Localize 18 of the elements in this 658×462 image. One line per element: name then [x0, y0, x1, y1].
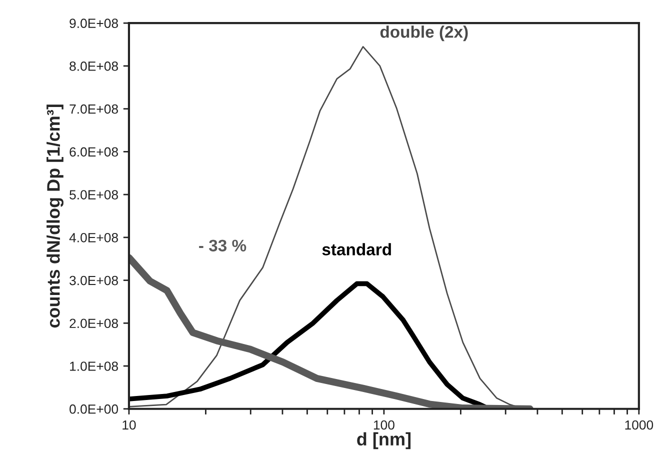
- x-tick-label: 100: [374, 420, 394, 430]
- x-tick-label: 1000: [625, 420, 654, 430]
- y-tick-label: 7.0E+08: [70, 104, 118, 114]
- x-tick-label: 10: [122, 420, 136, 430]
- y-tick-label: 9.0E+08: [70, 18, 118, 28]
- y-tick-label: 8.0E+08: [70, 62, 118, 71]
- text: - 33 %: [199, 240, 246, 252]
- y-tick-label: 2.0E+08: [70, 318, 118, 328]
- y-tick-label: 0.0E+00: [70, 404, 118, 414]
- text: standard: [322, 243, 391, 256]
- y-tick-label: 3.0E+08: [70, 276, 118, 286]
- y-tick-label: 5.0E+08: [70, 190, 118, 200]
- series-label: double (2x): [380, 26, 468, 42]
- y-tick-label: 6.0E+08: [70, 147, 118, 157]
- x-axis-title: d [nm]: [357, 432, 411, 450]
- y-tick-label: 1.0E+08: [70, 362, 118, 371]
- y-axis-title: counts dN/dlog Dp [1/cm³]: [46, 104, 64, 328]
- y-tick-label: 4.0E+08: [69, 232, 118, 242]
